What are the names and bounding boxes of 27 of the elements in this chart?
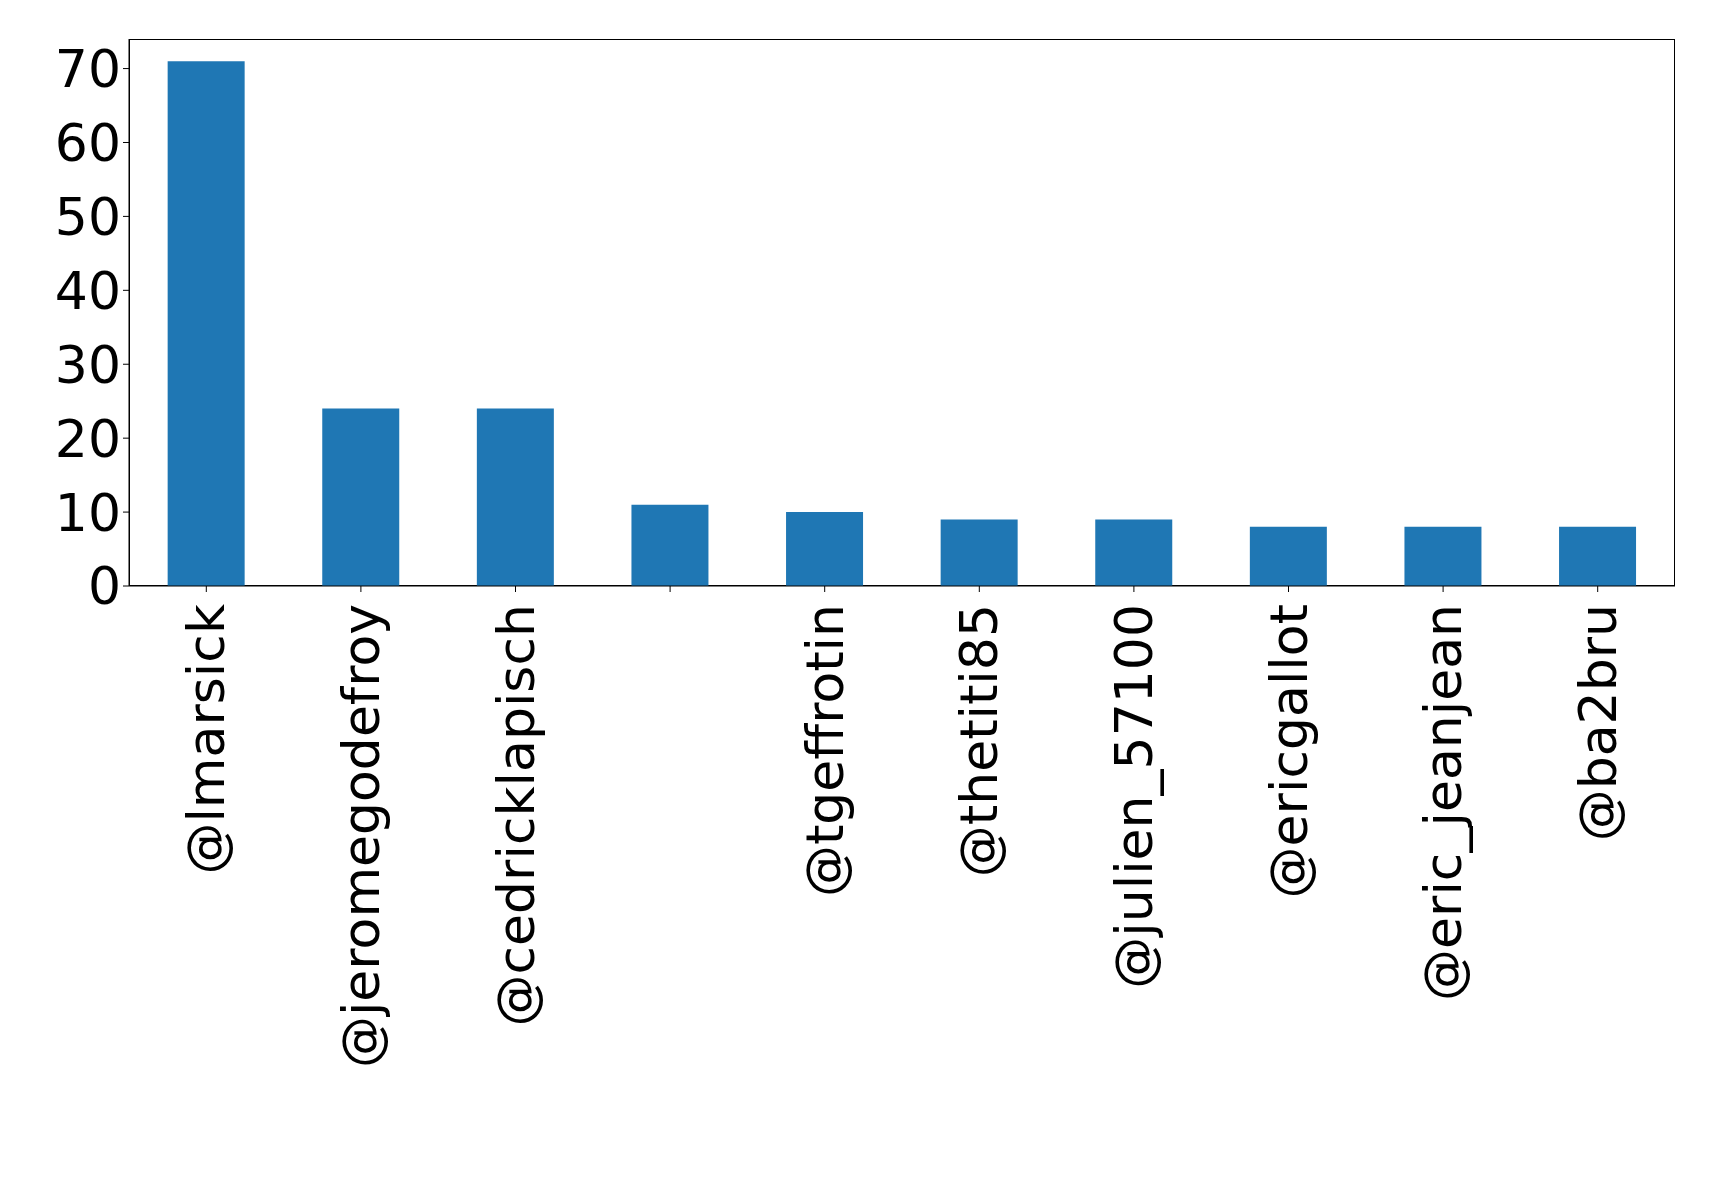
bar [1249, 526, 1327, 586]
x-tick-label: @ba2bru [1567, 604, 1628, 842]
bar [322, 408, 400, 586]
bar [786, 512, 864, 586]
bar [631, 504, 709, 586]
x-tick-label: @cedricklapisch [485, 604, 546, 1027]
x-tick-label: @eric_jeanjean [1413, 604, 1474, 1001]
y-tick-label: 10 [54, 482, 121, 543]
x-tick-label: @thetiti85 [949, 604, 1010, 878]
y-tick-label: 30 [54, 334, 121, 395]
bar [167, 61, 245, 586]
bar [1559, 526, 1637, 586]
y-tick-label: 40 [54, 260, 121, 321]
x-tick-label: @jeromegodefroy [330, 604, 391, 1069]
bar [1404, 526, 1482, 586]
y-tick-label: 60 [54, 112, 121, 173]
y-tick-label: 20 [54, 408, 121, 469]
x-tick-label: @ericgallot [1258, 604, 1319, 899]
x-tick-label: @lmarsick [176, 604, 237, 875]
bar [1095, 519, 1173, 586]
x-tick-label: @julien_57100 [1103, 604, 1164, 989]
y-tick-label: 50 [54, 186, 121, 247]
x-tick-label: @tgeffrotin [794, 604, 855, 898]
bar [940, 519, 1018, 586]
bar [476, 408, 554, 586]
y-tick-label: 70 [54, 39, 121, 100]
y-tick-label: 0 [87, 556, 121, 617]
